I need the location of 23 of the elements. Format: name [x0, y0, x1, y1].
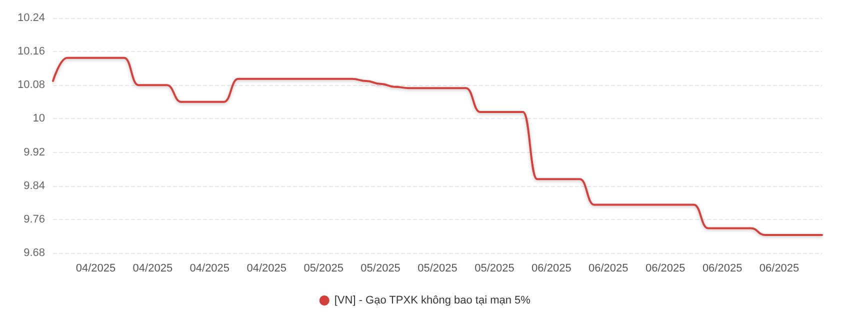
legend-label: [VN] - Gạo TPXK không bao tại mạn 5%: [334, 294, 531, 306]
y-tick-label: 9.76: [24, 213, 45, 226]
line-series: [52, 56, 823, 236]
y-tick-label: 10.08: [17, 79, 45, 92]
x-tick-label: 04/2025: [190, 262, 230, 274]
y-tick-label: 9.92: [24, 146, 45, 158]
y-tick-label: 10: [32, 112, 45, 125]
y-tick-label: 9.68: [24, 247, 45, 259]
x-tick-label: 04/2025: [132, 262, 173, 274]
x-tick-label: 06/2025: [588, 262, 628, 274]
x-tick-label: 04/2025: [76, 262, 116, 274]
x-tick-label: 06/2025: [702, 262, 742, 274]
x-tick-label: 06/2025: [645, 262, 686, 274]
x-tick-label: 04/2025: [246, 262, 286, 274]
y-tick-label: 9.84: [24, 180, 45, 192]
y-tick-label: 10.16: [17, 46, 45, 58]
x-tick-label: 06/2025: [532, 262, 572, 274]
x-tick-label: 06/2025: [759, 262, 800, 274]
x-tick-label: 05/2025: [360, 262, 400, 274]
y-tick-label: 10.24: [17, 12, 45, 24]
x-tick-label: 05/2025: [418, 262, 458, 274]
x-tick-label: 05/2025: [474, 262, 514, 274]
x-tick-label: 05/2025: [304, 262, 344, 274]
